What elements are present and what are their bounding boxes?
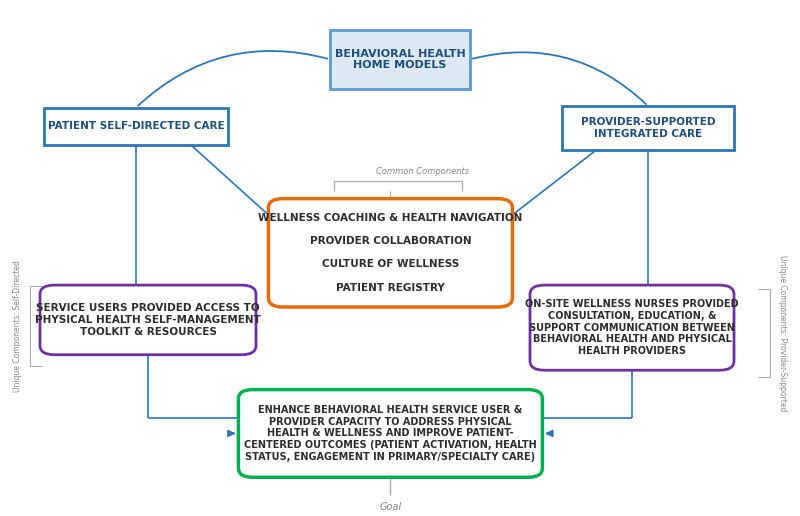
Text: Unique Components: Self-Directed: Unique Components: Self-Directed xyxy=(13,261,22,392)
Text: PROVIDER-SUPPORTED
INTEGRATED CARE: PROVIDER-SUPPORTED INTEGRATED CARE xyxy=(581,117,715,139)
Text: WELLNESS COACHING & HEALTH NAVIGATION

PROVIDER COLLABORATION

CULTURE OF WELLNE: WELLNESS COACHING & HEALTH NAVIGATION PR… xyxy=(258,213,522,293)
FancyBboxPatch shape xyxy=(330,29,470,89)
Text: BEHAVIORAL HEALTH
HOME MODELS: BEHAVIORAL HEALTH HOME MODELS xyxy=(334,49,466,70)
FancyBboxPatch shape xyxy=(40,285,256,355)
FancyBboxPatch shape xyxy=(530,285,734,370)
FancyBboxPatch shape xyxy=(44,108,228,146)
Text: ENHANCE BEHAVIORAL HEALTH SERVICE USER &
PROVIDER CAPACITY TO ADDRESS PHYSICAL
H: ENHANCE BEHAVIORAL HEALTH SERVICE USER &… xyxy=(244,405,537,462)
Text: ON-SITE WELLNESS NURSES PROVIDED
CONSULTATION, EDUCATION, &
SUPPORT COMMUNICATIO: ON-SITE WELLNESS NURSES PROVIDED CONSULT… xyxy=(525,299,739,356)
Text: Goal: Goal xyxy=(379,502,402,511)
FancyBboxPatch shape xyxy=(269,199,513,307)
FancyBboxPatch shape xyxy=(238,390,542,477)
FancyBboxPatch shape xyxy=(562,106,734,150)
Text: Common Components: Common Components xyxy=(376,168,469,176)
Text: SERVICE USERS PROVIDED ACCESS TO
PHYSICAL HEALTH SELF-MANAGEMENT
TOOLKIT & RESOU: SERVICE USERS PROVIDED ACCESS TO PHYSICA… xyxy=(35,303,261,336)
Text: PATIENT SELF-DIRECTED CARE: PATIENT SELF-DIRECTED CARE xyxy=(48,121,224,132)
Text: Unique Components: Provider-Supported: Unique Components: Provider-Supported xyxy=(778,254,787,411)
